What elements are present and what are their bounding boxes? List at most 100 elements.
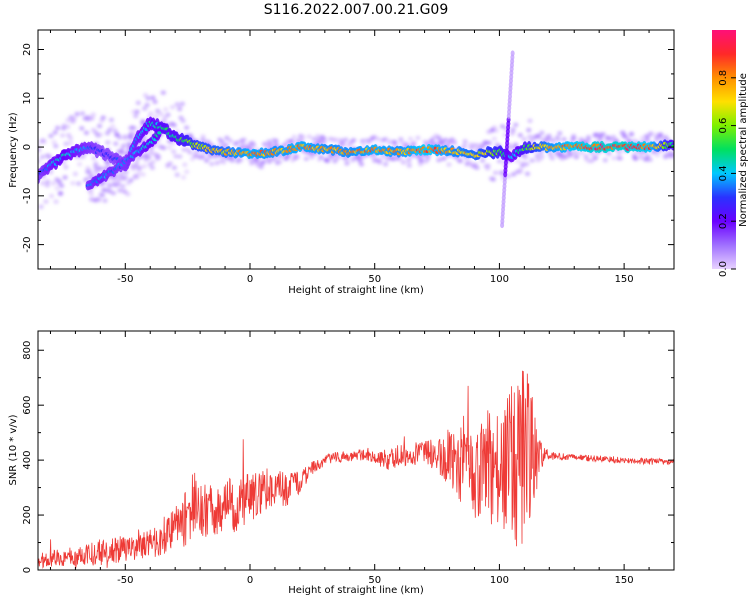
spectrogram-cell xyxy=(517,169,524,174)
y-tick-label: -10 xyxy=(22,188,33,204)
spectrogram-cell xyxy=(59,183,65,189)
spectrogram-cell xyxy=(96,123,103,129)
spectrogram-cell xyxy=(461,143,467,149)
colorbar-tick-label: 0.8 xyxy=(718,70,729,86)
colorbar-tick-label: 0.4 xyxy=(718,165,729,181)
spectrogram-cell xyxy=(100,115,106,120)
spectrogram-cell xyxy=(515,159,521,164)
spectrogram-cell xyxy=(522,154,529,160)
spectrogram-cell xyxy=(567,153,574,158)
spectrogram-cell xyxy=(53,199,59,204)
spectrogram-heat xyxy=(38,50,674,229)
spectrogram-cell xyxy=(224,135,230,141)
spectrogram-cell xyxy=(54,186,60,191)
spectrogram-cell xyxy=(617,156,624,161)
spectrogram-cell xyxy=(88,191,95,197)
spectrogram-cell xyxy=(249,160,255,165)
spectrogram-cell xyxy=(117,135,123,140)
spectrogram-cell xyxy=(647,157,653,162)
figure-title: S116.2022.007.00.21.G09 xyxy=(264,2,449,18)
spectrogram-cell xyxy=(557,131,563,136)
spectrogram-cell xyxy=(547,151,553,156)
spectrogram-cell xyxy=(67,136,74,141)
spectrogram-cell xyxy=(492,170,499,175)
spectrogram-cell xyxy=(161,118,168,123)
spectrogram-cell xyxy=(41,139,47,144)
spectrogram-cell xyxy=(241,137,247,143)
spectrogram-cell xyxy=(79,111,86,116)
snr-ylabel: SNR (10 * v/v) xyxy=(8,414,19,485)
spectrogram-cell xyxy=(585,135,592,140)
x-tick-label: 150 xyxy=(615,575,634,586)
spectrogram-cell xyxy=(171,149,177,154)
spectrogram-cell xyxy=(539,154,545,159)
spectrogram-cell xyxy=(160,90,166,95)
spectrogram-cell xyxy=(83,130,90,135)
spectrogram-cell xyxy=(606,151,612,156)
colorbar: 0.0 0.2 0.4 0.6 0.8 Normalized spectral ampl… xyxy=(712,30,749,277)
x-tick-label: 0 xyxy=(247,274,253,285)
spectrogram-cell xyxy=(134,174,140,180)
spectrogram-cell xyxy=(120,183,126,189)
x-tick-label: -50 xyxy=(117,575,133,586)
spectrogram-cell xyxy=(343,137,349,142)
spectrogram-cell xyxy=(611,155,617,161)
spectrogram-cell xyxy=(157,131,162,135)
spectrogram-cell xyxy=(250,140,256,146)
spectrogram-cell xyxy=(496,159,503,164)
spectrogram-cell xyxy=(63,141,69,147)
spectrogram-cell xyxy=(150,159,156,165)
spectrogram-cell xyxy=(391,156,397,162)
spectrogram-cell xyxy=(72,171,78,177)
spectrogram-cell xyxy=(48,193,55,199)
x-tick-label: 100 xyxy=(490,575,509,586)
snr-xlabel: Height of straight line (km) xyxy=(288,585,424,596)
spectrogram-cell xyxy=(517,132,523,138)
spectrogram-cell xyxy=(62,175,68,180)
spectrogram-cell xyxy=(479,158,486,163)
spectrogram-cell xyxy=(85,166,91,171)
spectrogram-cell xyxy=(142,106,148,111)
spectrogram-cell xyxy=(179,101,185,107)
spectrogram-cell xyxy=(141,164,147,169)
spectrogram-cell xyxy=(155,108,161,114)
spectrogram-cell xyxy=(135,100,141,106)
spectrogram-cell xyxy=(53,143,59,149)
spectrogram-cell xyxy=(486,140,492,146)
spectrogram-cell xyxy=(258,164,264,170)
spectrogram-cell xyxy=(144,102,150,108)
spectrogram-cell xyxy=(510,172,517,177)
spectrogram-cell xyxy=(221,160,227,165)
snr-ticks: -50 0 50 100 150 0 200 400 600 800 xyxy=(22,331,675,586)
spectrogram-cell xyxy=(277,159,283,164)
y-tick-label: -20 xyxy=(22,236,33,252)
spectrogram-cell xyxy=(654,152,660,158)
spectrogram-cell xyxy=(200,154,206,160)
x-tick-label: 100 xyxy=(490,274,509,285)
spectrogram-cell xyxy=(203,158,210,163)
spectrogram-cell xyxy=(110,191,117,196)
spectrogram-cell xyxy=(457,158,464,164)
x-tick-label: -50 xyxy=(117,274,133,285)
spectrogram-cell xyxy=(344,160,350,165)
spectrogram-cell xyxy=(52,130,58,135)
spectrogram-cell xyxy=(76,162,83,167)
spectrogram-cell xyxy=(84,176,90,181)
spectrogram-cell xyxy=(97,132,104,137)
spectrogram-cell xyxy=(580,151,586,156)
colorbar-tick-label: 0.0 xyxy=(718,261,729,277)
spectrogram-cell xyxy=(407,136,414,142)
spectrogram-cell xyxy=(148,111,154,116)
spectrogram-cell xyxy=(117,188,123,193)
spectrogram-cell xyxy=(174,172,180,178)
spectrogram-xlabel: Height of straight line (km) xyxy=(288,285,424,296)
spectrogram-cell xyxy=(490,177,497,182)
spectrogram-panel: -50 0 50 100 150 -20 -10 0 10 20 Height of straig… xyxy=(8,29,675,296)
spectrogram-cell xyxy=(482,140,489,145)
spectrogram-cell xyxy=(167,161,173,166)
spectrogram-cell xyxy=(437,136,443,141)
spectrogram-cell xyxy=(89,116,95,121)
spectrogram-cell xyxy=(137,165,143,171)
spectrogram-cell xyxy=(38,159,41,164)
spectrogram-cell xyxy=(268,142,274,147)
